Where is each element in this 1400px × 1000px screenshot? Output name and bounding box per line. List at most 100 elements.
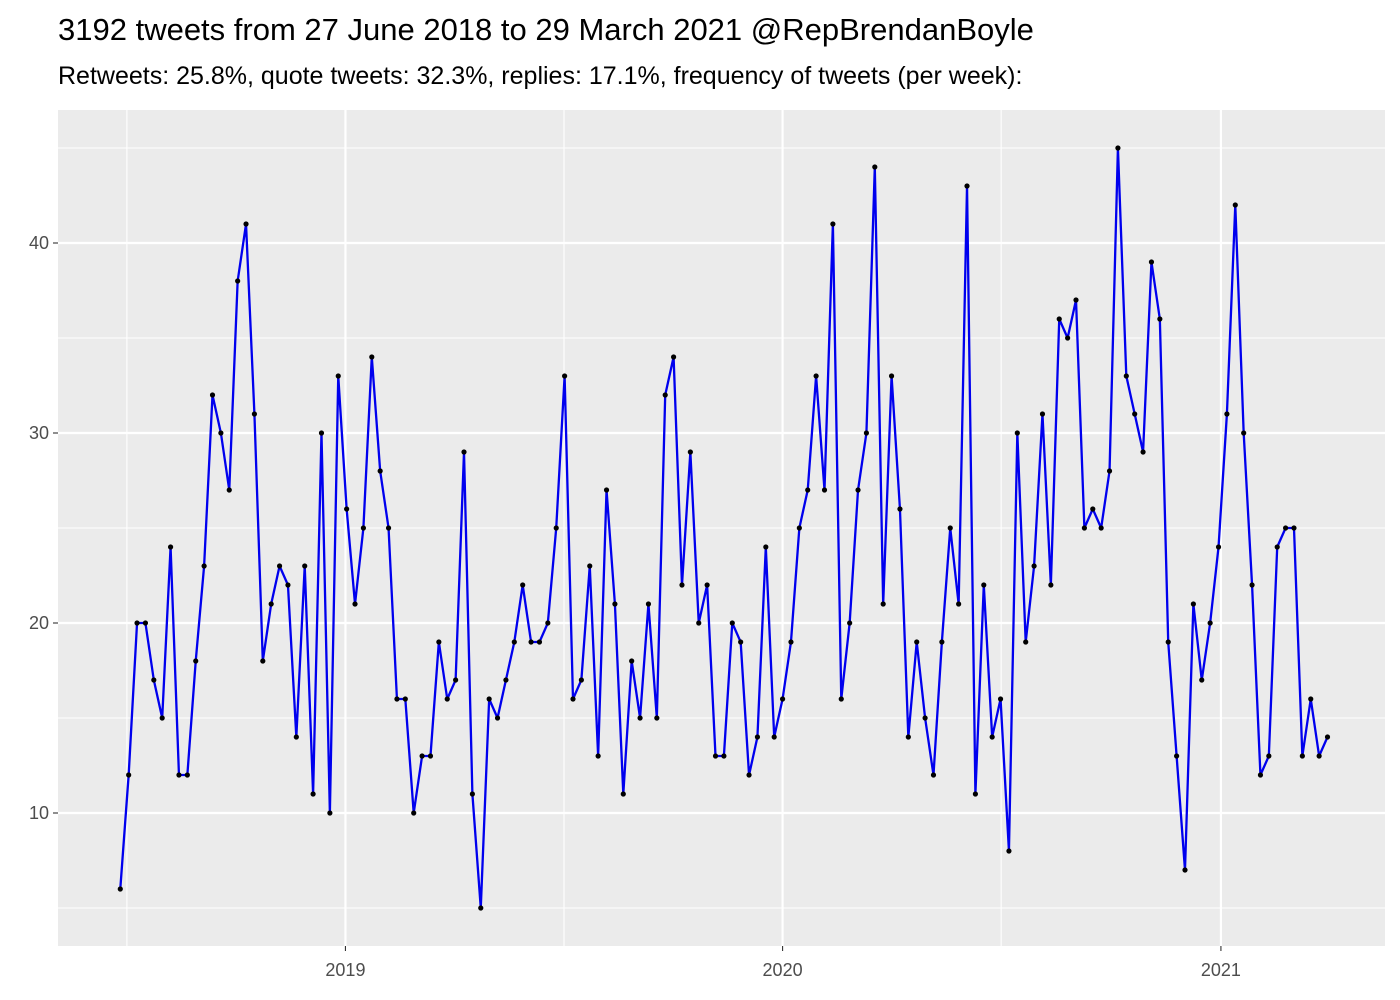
data-point [578,677,584,683]
data-point [1266,753,1272,759]
data-point [1224,411,1230,417]
data-point [201,563,207,569]
data-point [914,639,920,645]
data-point [964,183,970,189]
data-point [679,582,685,588]
data-point [385,525,392,531]
data-point [117,886,123,892]
data-point [863,430,870,436]
y-tick-label: 40 [29,233,49,253]
data-point [939,639,945,645]
chart-subtitle: Retweets: 25.8%, quote tweets: 32.3%, re… [58,62,1023,90]
data-point [670,354,677,360]
points-layer [117,145,1331,911]
data-point [453,677,459,683]
data-point [956,601,962,607]
data-point [193,658,199,664]
data-point [1023,639,1029,645]
data-point [1282,525,1289,531]
data-point [1207,620,1213,626]
data-point [1308,696,1314,702]
data-point [872,164,878,170]
data-point [377,468,383,474]
data-point [1148,259,1155,265]
data-point [394,696,400,702]
data-point [989,734,995,740]
data-point [1257,772,1264,778]
data-point [587,563,593,569]
data-point [503,677,509,683]
data-point [729,620,735,626]
data-point [981,582,987,588]
data-point [352,601,358,607]
data-point [461,449,467,455]
data-point [796,525,802,531]
data-point [243,221,249,227]
data-point [662,392,668,398]
data-point [855,487,861,493]
chart-title: 3192 tweets from 27 June 2018 to 29 Marc… [58,12,1034,47]
data-point [738,639,744,645]
x-tick-label: 2021 [1201,960,1241,980]
data-point [151,677,157,683]
x-tick-label: 2020 [763,960,803,980]
y-tick-label: 20 [29,613,49,633]
data-point [1065,335,1071,341]
data-point [830,221,836,227]
data-point [536,639,543,645]
data-point [805,487,811,493]
data-point [1165,639,1171,645]
data-point [486,696,492,702]
data-point [1299,753,1305,759]
data-point [1182,867,1188,873]
data-point [260,658,266,664]
data-point [1039,411,1046,417]
data-point [721,753,727,759]
data-point [1106,468,1113,474]
data-point [779,696,786,702]
data-point [360,525,367,531]
data-point [1291,525,1297,531]
data-point [612,601,618,607]
data-point [553,525,559,531]
data-point [888,373,895,379]
data-point [629,658,635,664]
data-point [402,696,408,702]
data-point [838,696,844,702]
data-point [687,449,693,455]
data-point [184,772,190,778]
data-point [562,373,568,379]
major-gridlines [58,110,1385,946]
data-point [1048,582,1054,588]
data-point [545,620,551,626]
data-point [218,430,224,436]
data-point [637,715,643,721]
data-point [444,696,450,702]
data-point [704,582,710,588]
data-point [1090,506,1096,512]
data-point [1031,563,1037,569]
data-point [1174,753,1180,759]
data-point [419,753,425,759]
data-point [209,392,216,398]
data-point [310,791,316,797]
data-point [905,734,911,740]
data-point [528,639,534,645]
data-point [520,582,526,588]
data-point [1190,601,1196,607]
data-point [880,601,886,607]
data-point [696,620,702,626]
data-point [922,715,928,721]
data-point [142,620,149,626]
minor-gridlines [58,110,1385,946]
data-point [821,487,828,493]
y-tick-label: 30 [29,423,49,443]
data-point [126,772,132,778]
data-point [847,620,853,626]
data-point [712,753,719,759]
data-point [1014,430,1020,436]
data-point [318,430,325,436]
data-point [226,487,232,493]
data-point [930,772,937,778]
